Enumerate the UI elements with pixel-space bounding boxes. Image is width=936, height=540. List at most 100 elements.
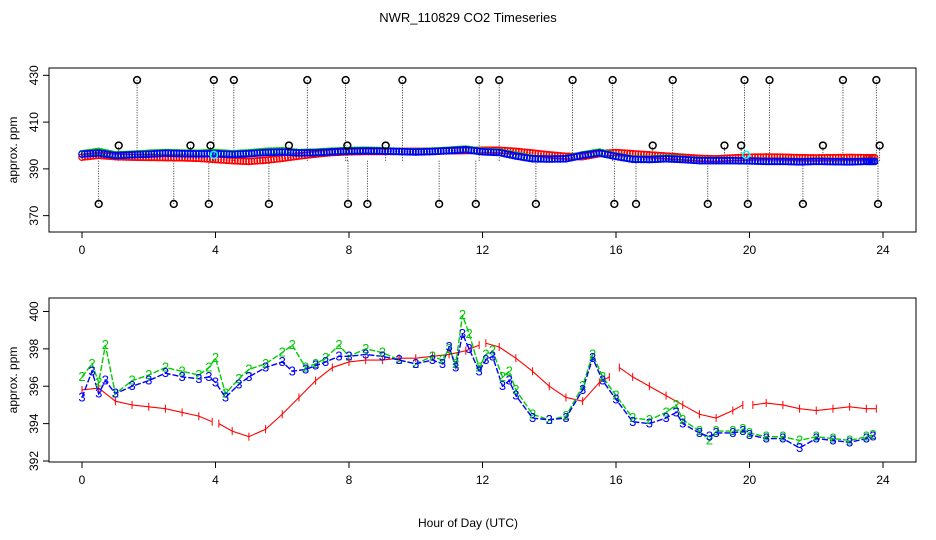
blue-point — [292, 149, 300, 157]
green-glyph-mark: 2 — [179, 363, 186, 378]
x-tick-label: 16 — [609, 473, 623, 487]
blue-point — [470, 146, 478, 155]
blue-point — [250, 149, 259, 158]
blue-point — [562, 155, 570, 163]
blue-point — [723, 156, 732, 165]
blue-glyph-mark: 3 — [813, 431, 820, 446]
blue-point — [161, 149, 170, 158]
blue-point — [845, 158, 854, 166]
blue-point — [576, 152, 584, 160]
blue-point — [119, 151, 128, 159]
blue-point — [520, 153, 529, 162]
spike-point — [169, 199, 178, 209]
blue-point — [167, 149, 175, 158]
blue-point — [309, 148, 317, 157]
green-glyph-mark: 2 — [629, 410, 636, 425]
spike-point — [818, 141, 828, 150]
green-glyph-mark: 2 — [706, 432, 713, 447]
blue-point — [495, 148, 503, 157]
blue-glyph-mark: 3 — [482, 352, 489, 367]
blue-point — [117, 151, 125, 160]
blue-point — [389, 147, 398, 156]
blue-point — [542, 155, 551, 163]
blue-point — [233, 150, 242, 158]
blue-point — [128, 151, 136, 159]
green-glyph-mark: 2 — [599, 369, 606, 384]
blue-point — [281, 148, 289, 156]
blue-glyph-mark: 3 — [162, 365, 169, 380]
blue-glyph-mark: 3 — [235, 376, 242, 391]
spike-point — [668, 75, 677, 85]
spike-point — [206, 141, 215, 150]
blue-point — [637, 155, 645, 164]
blue-glyph-mark: 3 — [739, 423, 746, 438]
blue-glyph-mark: 3 — [195, 371, 202, 386]
x-tick-label: 0 — [79, 243, 86, 257]
blue-point — [645, 155, 654, 164]
red-point — [239, 157, 248, 165]
blue-point — [759, 157, 768, 166]
figure-title: NWR_110829 CO2 Timeseries — [379, 10, 557, 25]
y-tick-label: 430 — [27, 65, 41, 85]
blue-point — [525, 154, 534, 163]
blue-glyph-mark: 3 — [222, 389, 229, 404]
blue-point — [603, 150, 612, 159]
blue-point — [367, 147, 376, 155]
green-glyph-mark: 2 — [212, 350, 219, 365]
blue-point — [703, 156, 712, 165]
blue-point — [181, 149, 189, 158]
x-tick-label: 20 — [743, 243, 757, 257]
spike-point — [434, 199, 444, 209]
blue-glyph-mark: 3 — [88, 363, 95, 378]
red-point — [261, 156, 270, 165]
blue-point — [487, 148, 495, 156]
blue-glyph-mark: 3 — [763, 431, 770, 446]
green-glyph-mark: 2 — [195, 367, 202, 382]
blue-glyph-mark: 3 — [476, 363, 483, 378]
spike-point — [740, 75, 749, 85]
blue-glyph-mark: 3 — [796, 440, 803, 455]
blue-glyph-mark: 3 — [439, 356, 446, 371]
blue-glyph-mark: 3 — [245, 369, 252, 384]
green-glyph-mark: 2 — [345, 348, 352, 363]
blue-point — [606, 151, 615, 160]
green-glyph-mark: 2 — [679, 412, 686, 427]
x-tick-label: 0 — [79, 473, 86, 487]
blue-point — [322, 148, 331, 156]
green-glyph-mark: 2 — [429, 348, 436, 363]
x-tick-label: 8 — [346, 473, 353, 487]
blue-point — [106, 150, 114, 159]
blue-point — [498, 149, 506, 157]
blue-point — [114, 151, 122, 160]
blue-point — [801, 157, 809, 166]
blue-point — [453, 146, 462, 154]
blue-point — [331, 147, 339, 156]
blue-point — [156, 149, 164, 158]
blue-glyph-mark: 3 — [379, 348, 386, 363]
blue-point — [306, 149, 314, 157]
blue-glyph-mark: 3 — [102, 373, 109, 388]
x-tick-label: 4 — [212, 473, 219, 487]
green-glyph-mark: 2 — [466, 326, 473, 341]
green-glyph-mark: 2 — [128, 373, 135, 388]
green-glyph-mark: 2 — [162, 360, 169, 375]
blue-point — [737, 157, 745, 165]
x-tick-label: 4 — [212, 243, 219, 257]
green-glyph-mark: 2 — [506, 363, 513, 378]
blue-glyph-mark: 3 — [529, 410, 536, 425]
blue-point — [289, 148, 298, 157]
cyan-point — [741, 150, 751, 160]
green-glyph-mark: 2 — [796, 432, 803, 447]
blue-glyph-mark: 3 — [412, 356, 419, 371]
blue-point — [581, 151, 590, 159]
blue-glyph-mark: 3 — [95, 386, 102, 401]
blue-point — [726, 156, 734, 165]
spike-point — [475, 75, 484, 85]
blue-point — [503, 150, 512, 159]
blue-point — [239, 150, 248, 158]
blue-point — [795, 158, 804, 166]
spike-point — [610, 199, 619, 209]
x-tick-label: 24 — [876, 243, 890, 257]
blue-point — [261, 148, 270, 157]
